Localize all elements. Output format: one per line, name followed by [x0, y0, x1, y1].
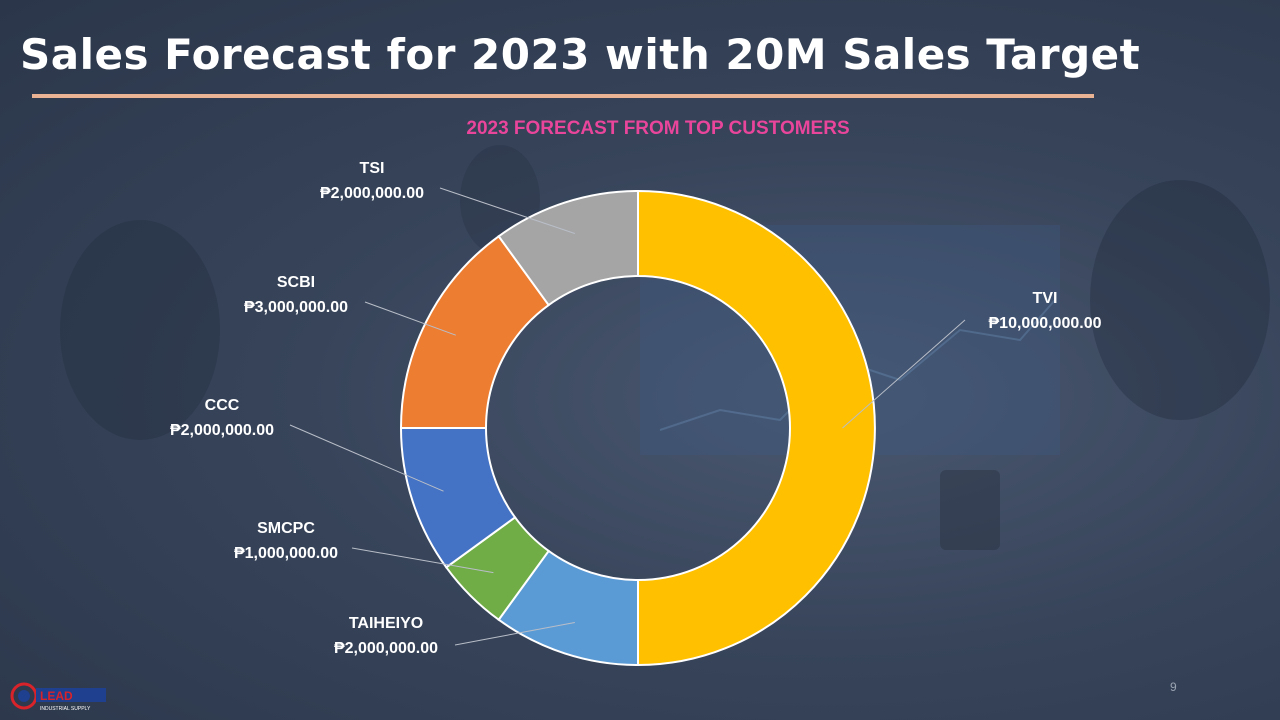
slice-label-tvi: TVI [1033, 290, 1058, 307]
slide-title: Sales Forecast for 2023 with 20M Sales T… [20, 30, 1141, 79]
slice-value-tsi: ₱2,000,000.00 [320, 185, 424, 202]
chart-title: 2023 FORECAST FROM TOP CUSTOMERS [466, 118, 850, 139]
company-logo: LEAD INDUSTRIAL SUPPLY [10, 682, 106, 712]
svg-text:LEAD: LEAD [40, 689, 73, 703]
svg-text:INDUSTRIAL SUPPLY: INDUSTRIAL SUPPLY [40, 706, 91, 712]
slice-value-tvi: ₱10,000,000.00 [989, 315, 1102, 332]
slice-value-ccc: ₱2,000,000.00 [170, 422, 274, 439]
slice-tvi [637, 189, 876, 667]
slice-label-taiheiyo: TAIHEIYO [349, 615, 423, 632]
slice-label-ccc: CCC [205, 397, 240, 414]
title-underline [32, 94, 1094, 98]
leader-line-smcpc [351, 547, 494, 574]
slice-label-tsi: TSI [360, 160, 385, 177]
page-number: 9 [1170, 680, 1177, 694]
leader-line-ccc [289, 424, 444, 492]
slice-value-taiheiyo: ₱2,000,000.00 [334, 640, 438, 657]
slice-label-scbi: SCBI [277, 274, 315, 291]
slice-value-smcpc: ₱1,000,000.00 [234, 545, 338, 562]
slice-label-smcpc: SMCPC [257, 520, 315, 537]
leader-line-scbi [364, 301, 456, 336]
leader-line-tvi [842, 319, 966, 429]
leader-line-tsi [439, 187, 575, 234]
slice-value-scbi: ₱3,000,000.00 [244, 299, 348, 316]
leader-line-taiheiyo [454, 621, 575, 646]
